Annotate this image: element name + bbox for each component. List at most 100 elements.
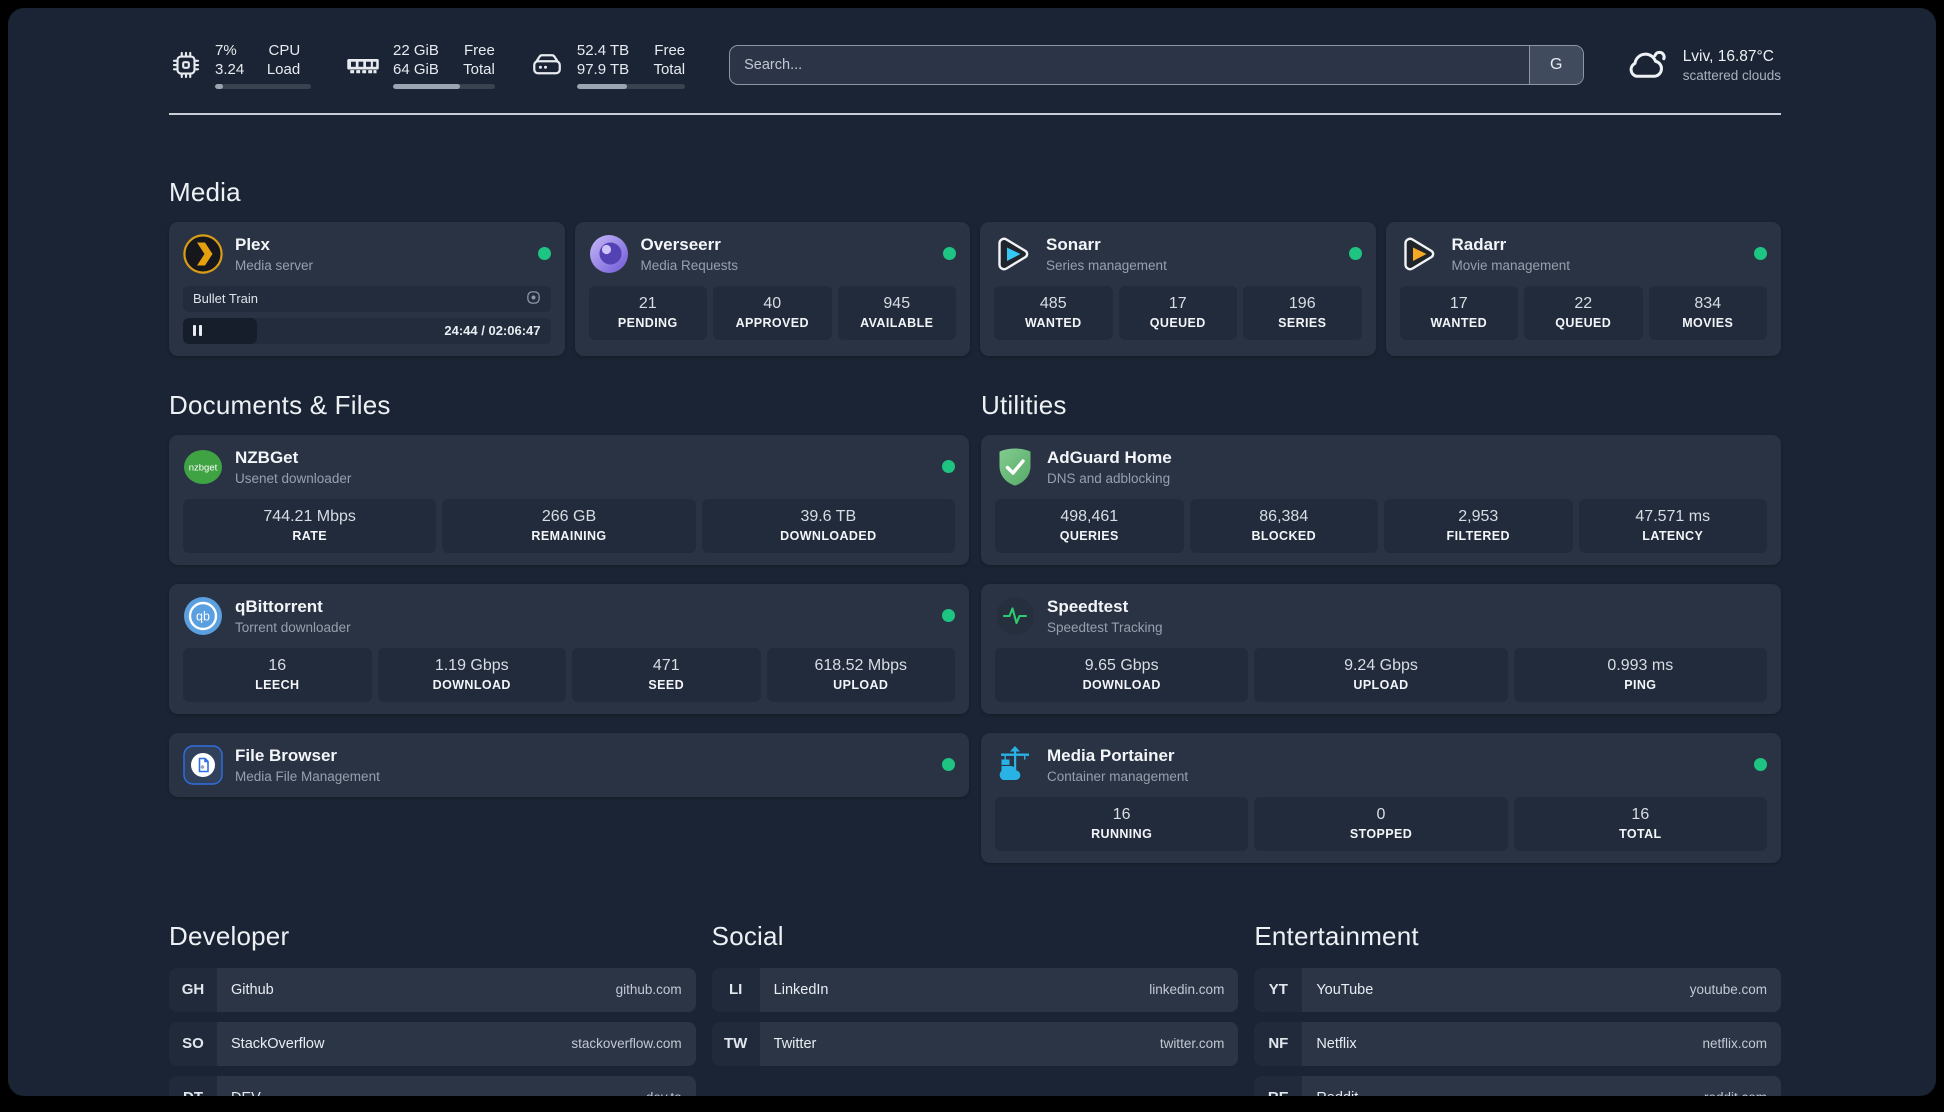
disk-icon <box>529 47 565 83</box>
status-online-dot <box>942 758 955 771</box>
app-name: NZBGet <box>235 447 299 467</box>
app-name: qBittorrent <box>235 596 323 616</box>
app-card-speedtest[interactable]: Speedtest Speedtest Tracking 9.65 Gbps DO… <box>981 583 1781 714</box>
stat-blocked: 86,384 BLOCKED <box>1189 498 1378 553</box>
stat-series: 196 SERIES <box>1243 285 1362 340</box>
app-card-radarr[interactable]: Radarr Movie management 17 WANTED 22 QUEUE… <box>1385 221 1781 356</box>
stat-leech: 16 LEECH <box>183 647 372 702</box>
bookmark-reddit[interactable]: RE Reddit reddit.com <box>1254 1075 1781 1097</box>
bookmark-linkedin[interactable]: LI LinkedIn linkedin.com <box>711 967 1239 1012</box>
app-card-filebrowser[interactable]: File Browser Media File Management <box>169 732 969 797</box>
bookmark-dev-to[interactable]: DT DEV dev.to <box>169 1075 696 1096</box>
bookmark-url: youtube.com <box>1689 982 1767 997</box>
weather-condition: scattered clouds <box>1682 67 1781 83</box>
radarr-icon <box>1400 234 1440 274</box>
stat-ping: 0.993 ms PING <box>1513 647 1767 702</box>
status-online-dot <box>942 609 955 622</box>
overseerr-icon <box>589 234 629 274</box>
stat-queries: 498,461 QUERIES <box>995 498 1184 553</box>
app-card-adguard[interactable]: AdGuard Home DNS and adblocking 498,461 Q… <box>981 434 1781 565</box>
section-title-media: Media <box>169 176 241 207</box>
now-playing-title: Bullet Train <box>193 291 259 306</box>
disk-progress-bar <box>576 83 686 89</box>
app-description: Media File Management <box>235 768 380 784</box>
app-description: Series management <box>1046 257 1167 273</box>
app-description: Container management <box>1047 768 1189 784</box>
stat-approved: 40 APPROVED <box>713 285 832 340</box>
search-provider-button[interactable]: G <box>1528 46 1583 85</box>
stat-queued: 17 QUEUED <box>1118 285 1237 340</box>
bookmarks-developer: Developer GH Github github.com SO StackOv… <box>169 921 696 1096</box>
disk-stat: 52.4 TB 97.9 TB Free Total <box>529 42 686 89</box>
bookmark-name: LinkedIn <box>773 981 829 998</box>
cloud-icon <box>1624 43 1670 88</box>
app-description: Media server <box>235 257 314 273</box>
bookmark-abbr: DT <box>169 1075 217 1096</box>
weather-widget: Lviv, 16.87°C scattered clouds <box>1624 43 1781 88</box>
bookmark-github[interactable]: GH Github github.com <box>169 967 696 1012</box>
app-card-sonarr[interactable]: Sonarr Series management 485 WANTED 17 QUE… <box>980 221 1376 356</box>
playback-progress-bar[interactable]: 24:44 / 02:06:47 <box>183 317 551 344</box>
ram-total-label: Total <box>463 60 495 78</box>
stat-running: 16 RUNNING <box>995 796 1249 851</box>
utilities-column: Utilities AdGuard Home DNS and adblockin… <box>981 390 1781 863</box>
status-online-dot <box>1348 247 1362 260</box>
plex-now-playing-widget: Bullet Train 24:44 / 02:06:47 <box>183 285 551 344</box>
bookmark-abbr: NF <box>1254 1021 1303 1066</box>
cpu-load-value: 3.24 <box>215 60 245 78</box>
weather-location-temp: Lviv, 16.87°C <box>1682 47 1774 65</box>
ram-icon <box>345 47 381 83</box>
bookmark-stackoverflow[interactable]: SO StackOverflow stackoverflow.com <box>169 1021 696 1066</box>
app-card-portainer[interactable]: Media Portainer Container management 16 R… <box>981 732 1781 863</box>
stat-queued: 22 QUEUED <box>1524 285 1643 340</box>
ram-stat: 22 GiB 64 GiB Free Total <box>345 42 495 89</box>
bookmark-twitter[interactable]: TW Twitter twitter.com <box>711 1021 1239 1066</box>
bookmark-url: netflix.com <box>1702 1036 1767 1051</box>
plex-icon <box>183 233 223 274</box>
bookmark-url: stackoverflow.com <box>571 1036 682 1051</box>
stat-upload: 618.52 Mbps UPLOAD <box>766 647 955 702</box>
bookmark-name: Netflix <box>1316 1035 1357 1052</box>
bookmark-url: linkedin.com <box>1149 982 1225 997</box>
stat-total: 16 TOTAL <box>1513 796 1767 851</box>
app-card-qbittorrent[interactable]: qb qBittorrent Torrent downloader 16 LEEC… <box>169 583 969 714</box>
bookmark-abbr: GH <box>169 967 217 1012</box>
status-online-dot <box>943 247 956 260</box>
stat-wanted: 485 WANTED <box>994 285 1113 340</box>
bookmark-url: dev.to <box>646 1090 682 1096</box>
status-online-dot <box>1754 758 1767 771</box>
status-online-dot <box>1754 247 1767 260</box>
bookmark-url: reddit.com <box>1704 1090 1767 1096</box>
portainer-icon <box>995 745 1035 785</box>
disk-total-label: Total <box>653 60 686 78</box>
bookmark-abbr: YT <box>1254 967 1303 1012</box>
cpu-usage-value: 7% <box>215 42 237 59</box>
app-name: Radarr <box>1451 234 1507 254</box>
cpu-icon <box>169 48 203 82</box>
cpu-stat: 7% 3.24 CPU Load <box>169 42 311 89</box>
search-bar: G <box>729 45 1584 86</box>
bookmark-name: Twitter <box>773 1035 817 1052</box>
bookmark-netflix[interactable]: NF Netflix netflix.com <box>1254 1021 1781 1066</box>
cpu-label: CPU <box>268 42 301 59</box>
status-online-dot <box>537 247 551 260</box>
search-input[interactable] <box>730 46 1529 85</box>
bookmark-youtube[interactable]: YT YouTube youtube.com <box>1254 967 1781 1012</box>
stat-rate: 744.21 Mbps RATE <box>183 498 437 553</box>
bookmark-name: StackOverflow <box>231 1035 325 1052</box>
bookmark-abbr: LI <box>711 967 760 1012</box>
app-name: AdGuard Home <box>1047 447 1172 467</box>
stat-download: 9.65 Gbps DOWNLOAD <box>995 647 1249 702</box>
stat-available: 945 AVAILABLE <box>837 285 956 340</box>
speedtest-icon <box>995 596 1035 636</box>
app-card-overseerr[interactable]: Overseerr Media Requests 21 PENDING 40 APP… <box>574 221 970 356</box>
bookmark-name: Reddit <box>1316 1090 1694 1097</box>
stat-wanted: 17 WANTED <box>1399 285 1518 340</box>
app-description: Movie management <box>1451 257 1571 273</box>
app-name: Sonarr <box>1046 234 1101 254</box>
nzbget-icon: nzbget <box>183 447 223 487</box>
ram-free-label: Free <box>464 42 495 59</box>
bookmark-name: Github <box>231 981 274 998</box>
app-card-nzbget[interactable]: nzbget NZBGet Usenet downloader 744.21 M… <box>169 434 969 565</box>
app-card-plex[interactable]: Plex Media server Bullet Train 24:44 / 0… <box>169 221 565 356</box>
